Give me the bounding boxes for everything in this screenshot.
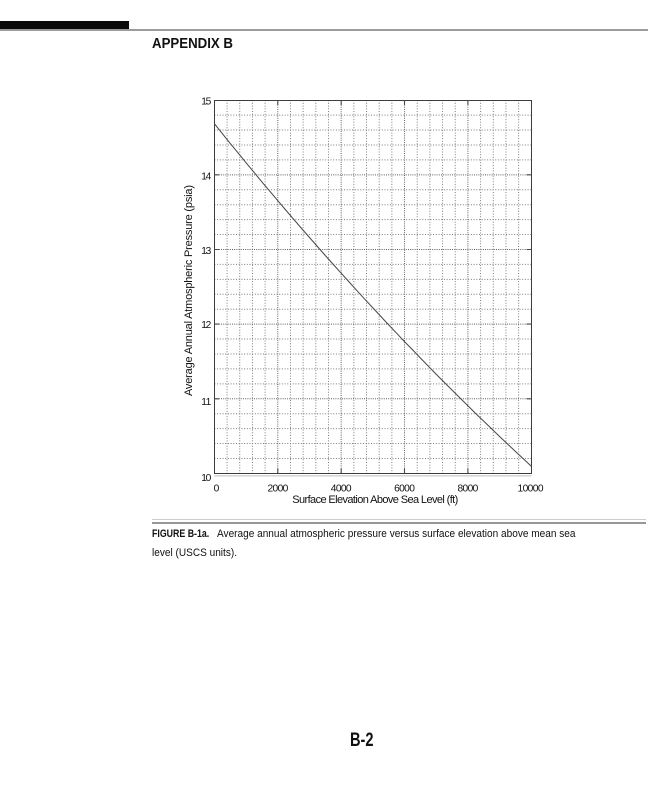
svg-text:2000: 2000 [268,483,289,494]
svg-text:14: 14 [201,172,211,183]
svg-text:4000: 4000 [331,483,352,494]
svg-text:Surface Elevation Above Sea Le: Surface Elevation Above Sea Level (ft) [292,494,458,506]
svg-text:11: 11 [201,397,211,408]
svg-text:13: 13 [201,246,211,257]
svg-text:10000: 10000 [518,483,544,494]
svg-text:8000: 8000 [458,483,479,494]
svg-text:Average Annual Atmospheric Pre: Average Annual Atmospheric Pressure (psi… [183,185,195,396]
svg-text:15: 15 [201,97,211,108]
svg-text:12: 12 [201,320,211,331]
svg-text:6000: 6000 [394,483,415,494]
svg-text:10: 10 [201,473,211,484]
svg-text:0: 0 [214,483,220,494]
